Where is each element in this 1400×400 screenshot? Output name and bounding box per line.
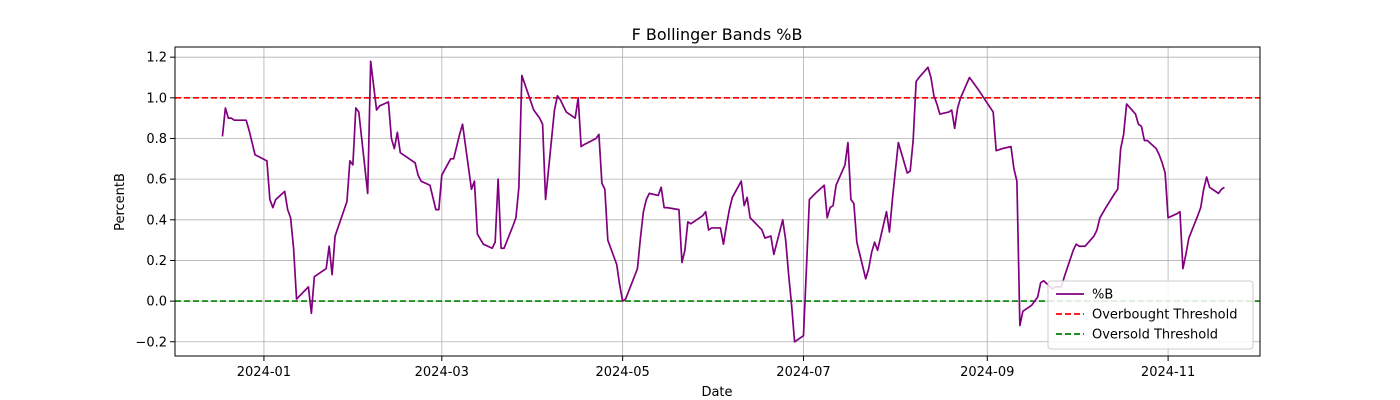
x-axis-label: Date	[701, 385, 732, 400]
y-tick-label: 0.2	[146, 254, 167, 269]
plot-frame	[174, 46, 1261, 357]
y-tick-label: 1.0	[146, 91, 167, 106]
chart-title: F Bollinger Bands %B	[632, 25, 803, 44]
x-tick-label: 2024-05	[595, 365, 649, 380]
x-tick-label: 2024-01	[237, 365, 291, 380]
legend: %B Overbought Threshold Oversold Threshold	[1047, 280, 1254, 350]
y-tick-label: 0.4	[146, 213, 167, 228]
y-axis-label: PercentB	[113, 173, 128, 231]
x-tick-label: 2024-03	[415, 365, 469, 380]
x-tick-label: 2024-09	[960, 365, 1014, 380]
legend-box	[1047, 280, 1254, 350]
legend-label: %B	[1092, 288, 1113, 303]
y-tick-label: 0.6	[146, 173, 167, 188]
x-axis-ticks: 2024-01 2024-03 2024-05 2024-07 2024-09 2024-…	[237, 356, 1195, 380]
y-tick-label: −0.2	[135, 335, 167, 350]
x-tick-label: 2024-11	[1141, 365, 1195, 380]
y-tick-label: 0.0	[146, 295, 167, 310]
y-tick-label: 0.8	[146, 132, 167, 147]
legend-label: Overbought Threshold	[1092, 308, 1238, 323]
legend-label: Oversold Threshold	[1092, 328, 1218, 343]
y-axis-ticks: −0.2 0.0 0.2 0.4 0.6 0.8 1.0 1.2	[135, 51, 175, 350]
y-tick-label: 1.2	[146, 51, 167, 66]
x-tick-label: 2024-07	[776, 365, 830, 380]
